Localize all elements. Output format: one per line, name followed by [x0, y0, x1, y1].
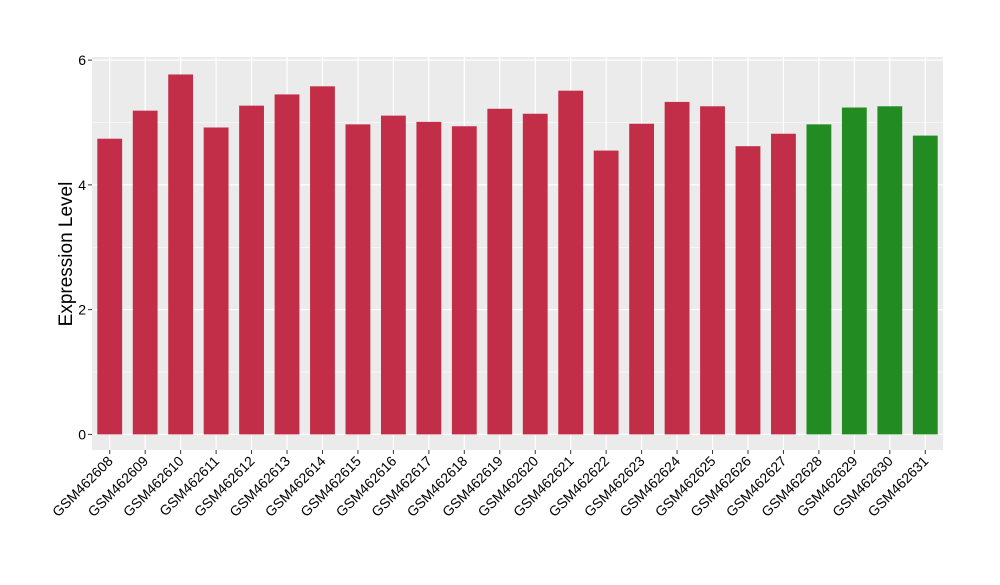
y-tick-label: 6 [78, 52, 86, 68]
bar-GSM462618 [451, 126, 477, 435]
bar-GSM462623 [629, 123, 655, 435]
bar-GSM462628 [806, 124, 832, 435]
bar-GSM462621 [558, 90, 584, 435]
y-tick-label: 2 [78, 302, 86, 318]
bar-GSM462631 [912, 135, 938, 435]
bar-GSM462627 [771, 133, 796, 435]
bar-GSM462616 [380, 115, 406, 435]
bar-GSM462612 [239, 105, 264, 435]
bar-GSM462630 [877, 106, 903, 435]
bars [97, 74, 938, 435]
y-axis-label: Expression Level [56, 182, 77, 327]
bar-GSM462620 [522, 113, 548, 435]
bar-GSM462611 [203, 127, 229, 435]
y-tick-label: 4 [78, 177, 86, 193]
bar-GSM462617 [416, 121, 442, 435]
bar-GSM462625 [700, 106, 725, 435]
bar-GSM462610 [168, 74, 194, 435]
y-tick-label: 0 [78, 426, 86, 442]
bar-GSM462614 [310, 86, 335, 435]
bar-GSM462615 [345, 124, 371, 435]
bar-GSM462629 [841, 107, 867, 435]
bar-GSM462622 [593, 150, 619, 435]
bar-GSM462608 [97, 138, 123, 435]
bar-GSM462626 [735, 146, 761, 435]
bar-GSM462613 [274, 94, 300, 435]
bar-GSM462609 [132, 110, 158, 435]
bar-GSM462624 [664, 101, 690, 435]
bar-GSM462619 [487, 108, 513, 435]
